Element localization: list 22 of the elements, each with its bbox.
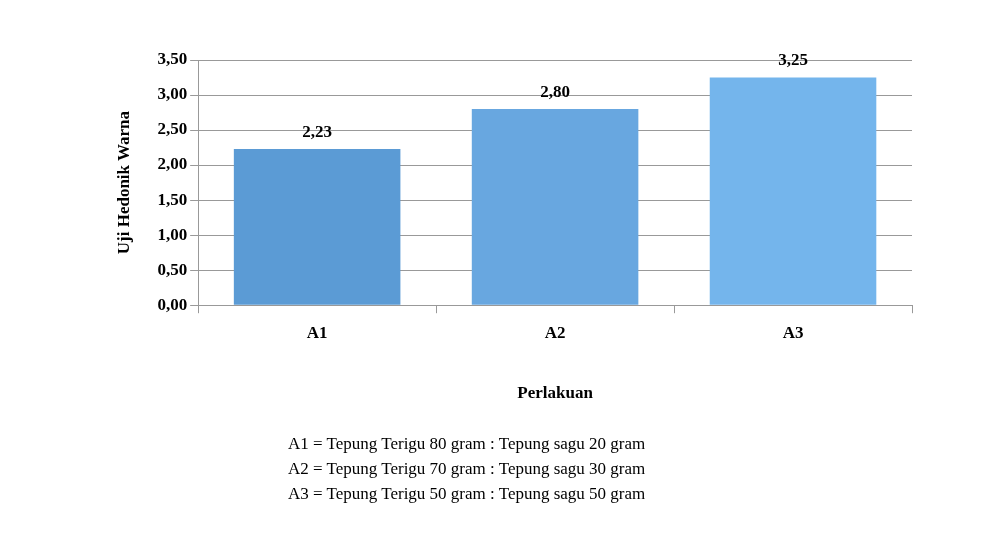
text: A2 = Tepung Terigu 70 gram : Tepung sagu 30 gram [288,458,646,480]
bar [471,109,639,305]
x-tick-label: A2 [544,322,566,342]
y-tick-label: 3,50 [157,49,188,69]
y-tick-label: 0,00 [157,294,188,314]
y-tick-label: 1,50 [157,189,188,209]
x-tick-label: A3 [782,322,804,342]
text: A3 = Tepung Terigu 50 gram : Tepung sagu 50 gram [288,483,646,505]
y-tick-label: 3,00 [157,84,188,104]
data-label: 2,80 [540,81,570,101]
text: A1 = Tepung Terigu 80 gram : Tepung sagu 20 gram [288,433,646,455]
y-tick-label: 2,50 [157,119,188,139]
y-axis-title: Uji Hedonik Warna [113,110,133,255]
bar [233,148,401,305]
y-tick-label: 2,00 [157,154,188,174]
y-tick-label: 0,50 [157,259,188,279]
x-axis-title: Perlakuan [517,383,594,403]
data-label: 2,23 [302,121,332,141]
bar [709,77,877,305]
data-label: 3,25 [778,50,808,70]
x-tick-label: A1 [306,322,328,342]
y-tick-label: 1,00 [157,224,188,244]
